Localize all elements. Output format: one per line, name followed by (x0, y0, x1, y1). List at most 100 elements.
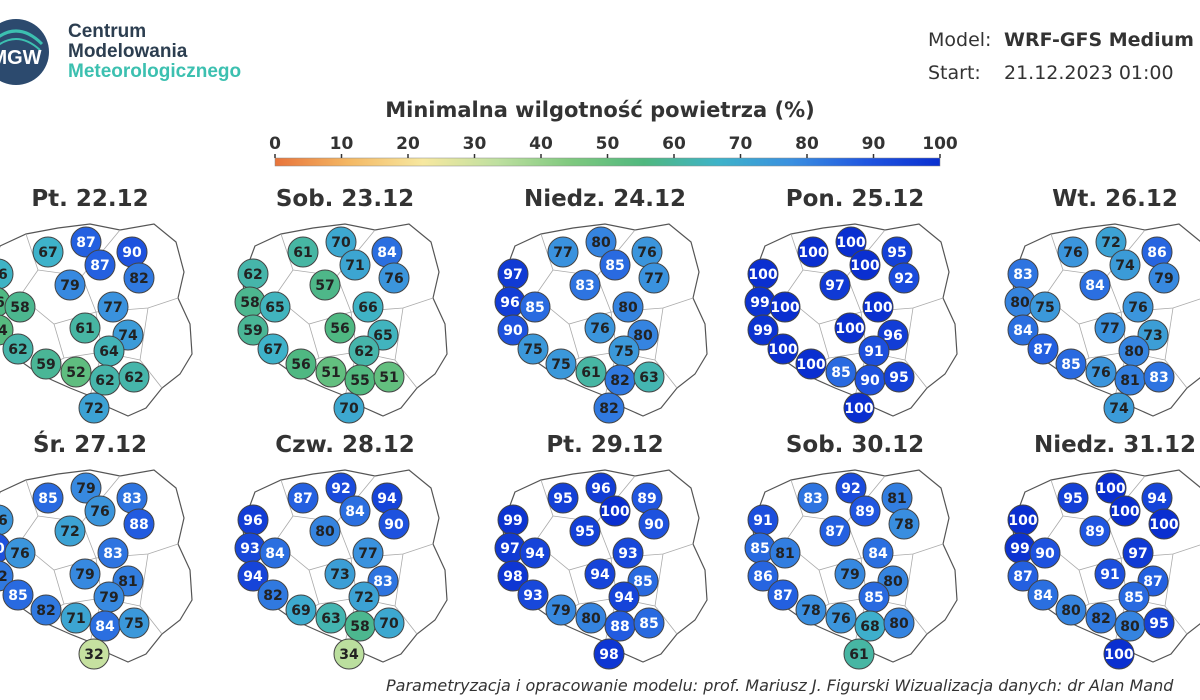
station-value: 90 (1035, 546, 1055, 562)
station-marker (70, 472, 102, 504)
station-value: 85 (1124, 590, 1143, 606)
station-value: 89 (855, 504, 874, 520)
station-value: 68 (860, 619, 879, 635)
station-value: 66 (0, 267, 8, 283)
station-marker (54, 515, 86, 547)
station-marker (638, 262, 670, 294)
station-marker (285, 594, 317, 626)
day-map-panel: Śr. 27.128579837676889072768382798185798… (0, 432, 220, 672)
station-marker (1148, 508, 1180, 540)
day-title: Sob. 30.12 (785, 432, 925, 458)
station-value: 75 (551, 357, 570, 373)
day-title: Śr. 27.12 (32, 432, 148, 458)
station-value: 100 (748, 267, 777, 283)
station-value: 71 (345, 258, 364, 274)
station-marker (795, 594, 827, 626)
station-marker (585, 472, 617, 504)
station-marker (769, 291, 801, 323)
station-value: 85 (750, 541, 769, 557)
station-value: 93 (618, 546, 637, 562)
station-value: 100 (796, 357, 825, 373)
station-value: 62 (243, 267, 262, 283)
station-value: 80 (1061, 603, 1081, 619)
station-value: 97 (503, 267, 522, 283)
station-marker (825, 602, 857, 634)
station-value: 97 (825, 278, 844, 294)
station-value: 87 (90, 258, 109, 274)
station-marker (584, 558, 616, 590)
station-value: 83 (373, 574, 392, 590)
station-value: 58 (10, 300, 29, 316)
station-value: 58 (350, 619, 369, 635)
scale-tick-label: 30 (463, 134, 487, 154)
day-title: Niedz. 24.12 (523, 186, 687, 212)
station-value: 95 (889, 370, 908, 386)
station-marker (1027, 333, 1059, 365)
station-value: 75 (1035, 300, 1054, 316)
station-value: 77 (1100, 321, 1119, 337)
station-value: 62 (354, 344, 373, 360)
station-marker (1007, 560, 1039, 592)
scale-tick-label: 20 (396, 134, 420, 154)
station-value: 76 (10, 546, 29, 562)
station-value: 76 (590, 321, 609, 337)
map-title: Minimalna wilgotność powietrza (%) (385, 98, 815, 122)
station-marker (333, 638, 365, 670)
start-value: 21.12.2023 01:00 (1004, 62, 1174, 84)
station-value: 61 (581, 365, 600, 381)
station-value: 87 (773, 588, 792, 604)
station-marker (797, 482, 829, 514)
station-value: 95 (1149, 616, 1168, 632)
station-value: 62 (124, 370, 143, 386)
station-marker (60, 356, 92, 388)
station-value: 76 (1128, 300, 1147, 316)
station-value: 66 (358, 300, 377, 316)
station-marker (593, 638, 625, 670)
station-value: 56 (330, 321, 349, 337)
station-value: 76 (384, 271, 403, 287)
station-value: 91 (864, 344, 883, 360)
station-value: 65 (265, 300, 284, 316)
station-marker (849, 249, 881, 281)
station-marker (97, 291, 129, 323)
station-marker (575, 602, 607, 634)
station-marker (259, 537, 291, 569)
station-value: 84 (265, 546, 285, 562)
station-value: 67 (38, 245, 57, 261)
station-value: 79 (551, 603, 570, 619)
station-value: 100 (850, 258, 879, 274)
station-value: 84 (1085, 278, 1105, 294)
day-title: Pt. 29.12 (546, 432, 664, 458)
station-marker (519, 291, 551, 323)
station-value: 87 (76, 235, 95, 251)
station-value: 79 (75, 567, 94, 583)
station-value: 79 (99, 590, 118, 606)
station-marker (633, 361, 665, 393)
day-map-panel: Pt. 29.12 95 96 89 99 100 90 97 95 94 93 98 94 85 93 94… (475, 432, 735, 672)
station-value: 80 (1120, 619, 1140, 635)
station-value: 97 (500, 541, 519, 557)
station-marker (519, 537, 551, 569)
cmm-logo: MGW (0, 19, 49, 85)
station-marker (575, 356, 607, 388)
station-marker (309, 269, 341, 301)
station-marker (378, 262, 410, 294)
station-marker (339, 249, 371, 281)
province-border (904, 605, 928, 635)
station-marker (0, 258, 14, 290)
station-marker (324, 558, 356, 590)
station-value: 100 (1110, 504, 1139, 520)
day-title: Czw. 28.12 (275, 432, 415, 458)
station-value: 79 (76, 481, 95, 497)
station-value: 72 (60, 524, 79, 540)
station-marker (324, 312, 356, 344)
station-value: 88 (610, 619, 629, 635)
scale-tick-label: 10 (330, 134, 354, 154)
station-marker (1094, 558, 1126, 590)
station-marker (30, 594, 62, 626)
scale-tick-label: 50 (596, 134, 620, 154)
station-value: 85 (864, 590, 883, 606)
station-value: 78 (894, 517, 913, 533)
